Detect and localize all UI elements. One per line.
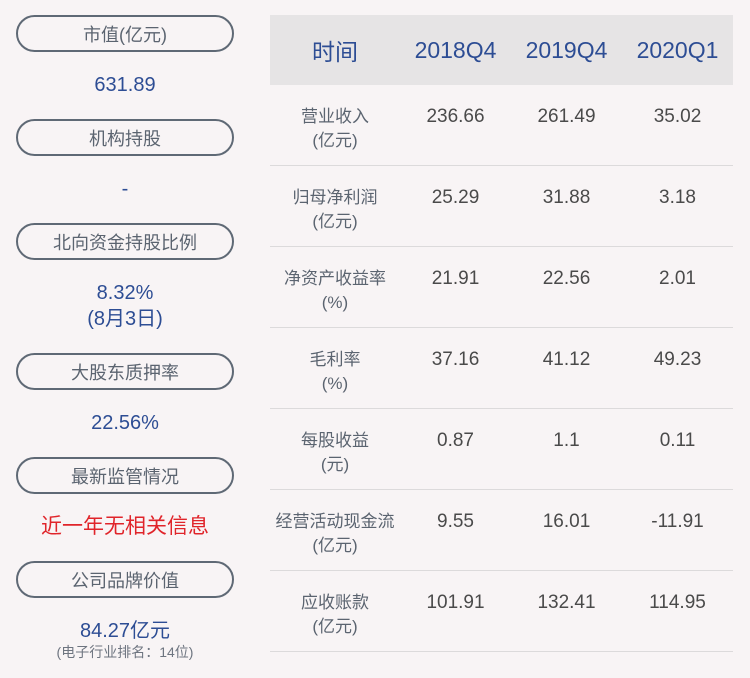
table-row: 毛利率 (%) 37.16 41.12 49.23 <box>270 328 733 409</box>
brand-value: 84.27亿元 <box>79 620 171 642</box>
row-label-unit: (亿元) <box>312 212 358 231</box>
cell: 101.91 <box>426 592 485 613</box>
cell: 3.18 <box>659 187 696 208</box>
row-label: 净资产收益率 (%) <box>270 267 400 315</box>
cell: 0.11 <box>659 430 696 451</box>
brand-value-block: 84.27亿元 (电子行业排名：14位) <box>0 619 250 661</box>
table-header: 时间 2018Q4 2019Q4 2020Q1 <box>270 15 733 85</box>
row-label-name: 毛利率 <box>309 350 361 369</box>
table-row: 营业收入 (亿元) 236.66 261.49 35.02 <box>270 85 733 166</box>
header-time: 时间 <box>312 39 358 65</box>
institutional-holding-value: - <box>121 178 129 200</box>
row-label-unit: (亿元) <box>312 617 358 636</box>
pledge-ratio-label: 大股东质押率 <box>16 353 234 390</box>
row-label: 毛利率 (%) <box>270 348 400 396</box>
table-row: 每股收益 (元) 0.87 1.1 0.11 <box>270 409 733 490</box>
cell: 49.23 <box>653 349 702 370</box>
row-label: 经营活动现金流 (亿元) <box>270 510 400 558</box>
cell: 2.01 <box>659 268 696 289</box>
cell: 21.91 <box>431 268 480 289</box>
header-2019q4: 2019Q4 <box>525 36 608 63</box>
cell: 1.1 <box>553 430 580 451</box>
institutional-holding-label: 机构持股 <box>16 119 234 156</box>
table-row: 净资产收益率 (%) 21.91 22.56 2.01 <box>270 247 733 328</box>
northbound-ratio-label: 北向资金持股比例 <box>16 223 234 260</box>
financial-table: 时间 2018Q4 2019Q4 2020Q1 营业收入 (亿元) 236.66 … <box>270 15 733 652</box>
row-label-name: 归母净利润 <box>292 188 378 207</box>
northbound-ratio-date: (8月3日) <box>87 308 163 330</box>
cell: 22.56 <box>542 268 591 289</box>
cell: 114.95 <box>649 592 706 613</box>
cell: 16.01 <box>542 511 591 532</box>
cell: 9.55 <box>437 511 474 532</box>
cell: 31.88 <box>542 187 591 208</box>
market-cap-value: 631.89 <box>94 74 156 96</box>
row-label-name: 应收账款 <box>301 593 369 612</box>
row-label: 营业收入 (亿元) <box>270 105 400 153</box>
table-row: 归母净利润 (亿元) 25.29 31.88 3.18 <box>270 166 733 247</box>
row-label-unit: (元) <box>320 455 350 474</box>
row-label-unit: (亿元) <box>312 536 358 555</box>
row-label: 归母净利润 (亿元) <box>270 186 400 234</box>
northbound-ratio-value: 8.32% <box>96 282 154 304</box>
table-row: 应收账款 (亿元) 101.91 132.41 114.95 <box>270 571 733 652</box>
row-label: 每股收益 (元) <box>270 429 400 477</box>
market-cap-label: 市值(亿元) <box>16 15 234 52</box>
row-label-name: 净资产收益率 <box>284 269 386 288</box>
brand-value-label: 公司品牌价值 <box>16 561 234 598</box>
header-2018q4: 2018Q4 <box>414 36 497 63</box>
pledge-ratio-value: 22.56% <box>91 412 159 434</box>
cell: 41.12 <box>542 349 591 370</box>
header-2020q1: 2020Q1 <box>636 36 719 63</box>
cell: 35.02 <box>653 106 702 127</box>
regulatory-status-value: 近一年无相关信息 <box>41 515 209 538</box>
row-label-unit: (%) <box>321 293 349 312</box>
row-label-unit: (%) <box>321 374 349 393</box>
row-label-name: 营业收入 <box>301 107 369 126</box>
brand-rank: (电子行业排名：14位) <box>56 644 194 660</box>
cell: -11.91 <box>651 511 704 532</box>
row-label-name: 每股收益 <box>301 431 369 450</box>
table-row: 经营活动现金流 (亿元) 9.55 16.01 -11.91 <box>270 490 733 571</box>
row-label-unit: (亿元) <box>312 131 358 150</box>
row-label: 应收账款 (亿元) <box>270 591 400 639</box>
cell: 25.29 <box>431 187 480 208</box>
cell: 0.87 <box>437 430 474 451</box>
cell: 261.49 <box>537 106 596 127</box>
cell: 37.16 <box>431 349 480 370</box>
cell: 236.66 <box>426 106 485 127</box>
stock-summary-panel: 市值(亿元) 631.89 机构持股 - 北向资金持股比例 8.32% (8月3… <box>0 0 250 678</box>
cell: 132.41 <box>537 592 596 613</box>
row-label-name: 经营活动现金流 <box>275 512 395 531</box>
regulatory-status-label: 最新监管情况 <box>16 457 234 494</box>
